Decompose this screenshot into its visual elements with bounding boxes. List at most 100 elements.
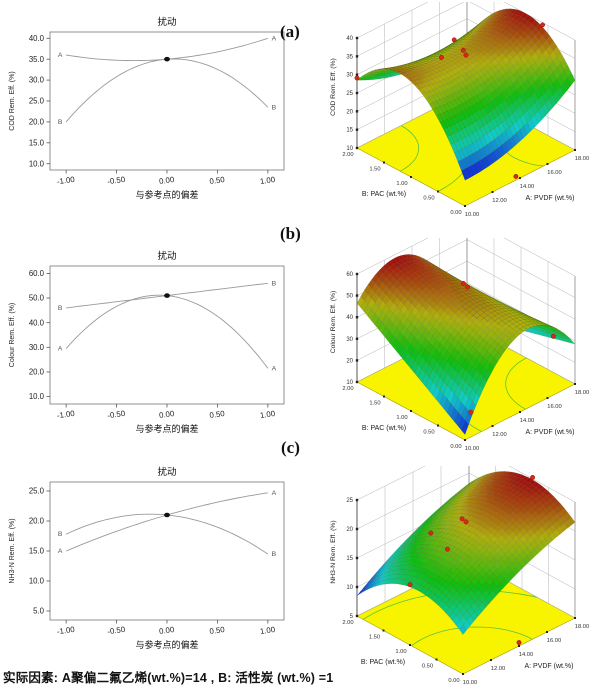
svg-text:COD Rem. Eff. (%): COD Rem. Eff. (%) (9, 71, 16, 130)
caption-text: 实际因素: A聚偏二氟乙烯(wt.%)=14 , B: 活性炭 (wt.%) =… (3, 671, 334, 685)
svg-text:14.00: 14.00 (519, 652, 534, 658)
svg-text:NH3-N Rem. Eff. (%): NH3-N Rem. Eff. (%) (330, 520, 337, 583)
svg-text:0.00: 0.00 (159, 409, 176, 420)
svg-text:B: B (58, 305, 63, 312)
svg-text:16.00: 16.00 (547, 638, 562, 644)
svg-text:10: 10 (346, 585, 353, 591)
svg-text:0.00: 0.00 (450, 210, 461, 216)
surface-chart-nh3n: 5 10 15 20 25 10.00 0.00 12.00 0.50 14.00 1.00 16.0… (330, 466, 590, 686)
svg-text:A: PVDF (wt.%): A: PVDF (wt.%) (524, 663, 573, 670)
svg-text:与参考点的偏差: 与参考点的偏差 (135, 189, 198, 200)
svg-text:0.50: 0.50 (209, 409, 226, 420)
svg-text:30: 30 (346, 337, 353, 343)
svg-text:1.50: 1.50 (369, 167, 380, 173)
svg-text:与参考点的偏差: 与参考点的偏差 (135, 639, 198, 650)
svg-text:0.00: 0.00 (159, 625, 176, 636)
svg-text:A: PVDF (wt.%): A: PVDF (wt.%) (525, 429, 574, 436)
svg-text:1.00: 1.00 (396, 415, 407, 421)
perturbation-chart-colour: 扰动 10.0 20.0 30.0 40.0 50.0 60.0 -1.00 -0.50 0.00… (9, 250, 285, 434)
svg-text:10.00: 10.00 (465, 212, 480, 218)
svg-text:0.50: 0.50 (423, 430, 434, 436)
svg-text:20.0: 20.0 (29, 517, 45, 526)
svg-text:A: A (272, 35, 277, 42)
svg-text:1.50: 1.50 (369, 401, 380, 407)
subfigure-label-b: (b) (280, 224, 301, 243)
svg-text:扰动: 扰动 (157, 16, 176, 28)
svg-text:5: 5 (350, 614, 354, 620)
svg-text:15.0: 15.0 (29, 547, 45, 556)
svg-text:20.0: 20.0 (29, 368, 45, 377)
svg-text:10.0: 10.0 (29, 159, 45, 168)
svg-text:-1.00: -1.00 (56, 625, 76, 636)
svg-text:-1.00: -1.00 (56, 175, 76, 186)
svg-text:B: PAC (wt.%): B: PAC (wt.%) (362, 425, 406, 432)
svg-text:1.00: 1.00 (259, 175, 276, 186)
svg-text:B: B (272, 104, 277, 111)
svg-text:10.00: 10.00 (465, 446, 480, 452)
svg-text:16.00: 16.00 (547, 404, 562, 410)
svg-text:35.0: 35.0 (29, 55, 45, 64)
svg-text:40: 40 (346, 36, 353, 42)
svg-text:10.0: 10.0 (29, 392, 45, 401)
subfigure-label-a: (a) (280, 22, 300, 41)
svg-text:10: 10 (346, 380, 353, 386)
svg-text:A: A (58, 548, 63, 555)
svg-text:18.00: 18.00 (575, 624, 590, 630)
svg-text:1.00: 1.00 (259, 625, 276, 636)
svg-text:-1.00: -1.00 (56, 409, 76, 420)
svg-text:30.0: 30.0 (29, 76, 45, 85)
svg-text:2.00: 2.00 (342, 620, 353, 626)
svg-text:A: A (272, 490, 277, 497)
svg-text:10.00: 10.00 (463, 680, 478, 686)
svg-text:20: 20 (346, 358, 353, 364)
svg-text:-0.50: -0.50 (107, 175, 127, 186)
svg-text:0.00: 0.00 (448, 678, 459, 684)
svg-text:20: 20 (346, 527, 353, 533)
svg-text:5.0: 5.0 (33, 607, 45, 616)
svg-text:18.00: 18.00 (575, 390, 590, 396)
svg-text:14.00: 14.00 (520, 418, 535, 424)
svg-text:20.0: 20.0 (29, 118, 45, 127)
svg-text:Colour Rem. Eff. (%): Colour Rem. Eff. (%) (330, 291, 337, 354)
svg-text:12.00: 12.00 (492, 198, 507, 204)
svg-text:15: 15 (346, 556, 353, 562)
svg-text:扰动: 扰动 (157, 466, 176, 478)
svg-text:15.0: 15.0 (29, 138, 45, 147)
svg-text:12.00: 12.00 (491, 666, 506, 672)
svg-text:B: PAC (wt.%): B: PAC (wt.%) (361, 659, 405, 666)
svg-text:1.00: 1.00 (396, 181, 407, 187)
svg-text:与参考点的偏差: 与参考点的偏差 (135, 423, 198, 434)
svg-text:30: 30 (346, 73, 353, 79)
svg-text:40.0: 40.0 (29, 34, 45, 43)
surface-chart-colour: 10 20 30 40 50 60 10.00 0.00 12.00 0.50 14.00 1.00 1… (330, 238, 590, 452)
svg-text:16.00: 16.00 (547, 170, 562, 176)
svg-text:12.00: 12.00 (492, 432, 507, 438)
svg-text:1.00: 1.00 (395, 649, 406, 655)
svg-text:COD Rem. Eff. (%): COD Rem. Eff. (%) (330, 58, 337, 116)
svg-text:0.50: 0.50 (422, 664, 433, 670)
svg-text:0.00: 0.00 (450, 444, 461, 450)
svg-text:30.0: 30.0 (29, 343, 45, 352)
svg-text:A: PVDF (wt.%): A: PVDF (wt.%) (525, 195, 574, 202)
svg-text:10.0: 10.0 (29, 577, 45, 586)
svg-text:0.50: 0.50 (209, 175, 226, 186)
svg-text:40.0: 40.0 (29, 318, 45, 327)
perturbation-chart-cod: 扰动 10.0 15.0 20.0 25.0 30.0 35.0 40.0 -1.00 -0.50… (9, 16, 285, 200)
svg-text:2.00: 2.00 (342, 386, 353, 392)
svg-text:18.00: 18.00 (575, 156, 590, 162)
svg-text:B: B (58, 119, 63, 126)
svg-text:1.00: 1.00 (259, 409, 276, 420)
subfigure-label-c: (c) (281, 438, 300, 457)
svg-text:A: A (58, 346, 63, 353)
svg-text:25: 25 (346, 91, 353, 97)
svg-text:A: A (272, 365, 277, 372)
svg-text:40: 40 (346, 315, 353, 321)
svg-text:B: B (58, 531, 63, 538)
svg-text:A: A (58, 52, 63, 59)
svg-text:2.00: 2.00 (342, 152, 353, 158)
svg-text:B: B (272, 280, 277, 287)
perturbation-chart-nh3n: 扰动 5.0 10.0 15.0 20.0 25.0 -1.00 -0.50 0.00 0.50 1… (9, 466, 285, 650)
svg-text:0.00: 0.00 (159, 175, 176, 186)
svg-text:50.0: 50.0 (29, 294, 45, 303)
svg-text:14.00: 14.00 (520, 184, 535, 190)
